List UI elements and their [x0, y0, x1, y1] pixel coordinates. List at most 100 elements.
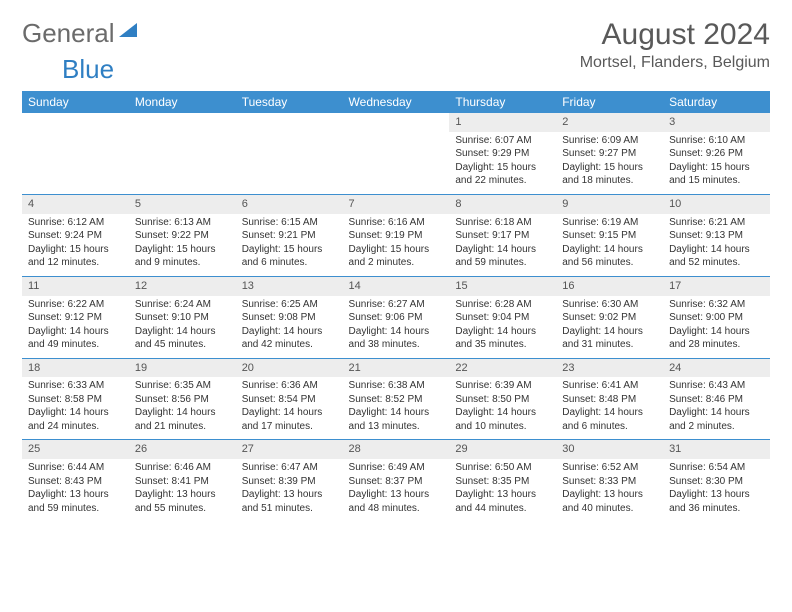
- day-header: Thursday: [449, 91, 556, 113]
- day-details: Sunrise: 6:25 AMSunset: 9:08 PMDaylight:…: [236, 296, 343, 358]
- day-number: 25: [22, 440, 129, 459]
- calendar-day-cell: 4Sunrise: 6:12 AMSunset: 9:24 PMDaylight…: [22, 194, 129, 276]
- day-number: 18: [22, 359, 129, 378]
- calendar-table: Sunday Monday Tuesday Wednesday Thursday…: [22, 91, 770, 521]
- day-number: 2: [556, 113, 663, 132]
- day-number: 24: [663, 359, 770, 378]
- day-number: 5: [129, 195, 236, 214]
- calendar-day-cell: 19Sunrise: 6:35 AMSunset: 8:56 PMDayligh…: [129, 358, 236, 440]
- day-number: 11: [22, 277, 129, 296]
- day-number: 20: [236, 359, 343, 378]
- day-number: 19: [129, 359, 236, 378]
- day-details: Sunrise: 6:41 AMSunset: 8:48 PMDaylight:…: [556, 377, 663, 439]
- day-details: Sunrise: 6:09 AMSunset: 9:27 PMDaylight:…: [556, 132, 663, 194]
- day-header: Tuesday: [236, 91, 343, 113]
- day-details: Sunrise: 6:10 AMSunset: 9:26 PMDaylight:…: [663, 132, 770, 194]
- calendar-day-cell: 23Sunrise: 6:41 AMSunset: 8:48 PMDayligh…: [556, 358, 663, 440]
- month-title: August 2024: [580, 18, 770, 52]
- calendar-day-cell: ..: [129, 113, 236, 194]
- calendar-day-cell: 13Sunrise: 6:25 AMSunset: 9:08 PMDayligh…: [236, 276, 343, 358]
- day-details: Sunrise: 6:35 AMSunset: 8:56 PMDaylight:…: [129, 377, 236, 439]
- calendar-day-cell: 31Sunrise: 6:54 AMSunset: 8:30 PMDayligh…: [663, 440, 770, 521]
- day-details: Sunrise: 6:30 AMSunset: 9:02 PMDaylight:…: [556, 296, 663, 358]
- calendar-day-cell: 26Sunrise: 6:46 AMSunset: 8:41 PMDayligh…: [129, 440, 236, 521]
- calendar-day-cell: 15Sunrise: 6:28 AMSunset: 9:04 PMDayligh…: [449, 276, 556, 358]
- logo: General: [22, 18, 139, 49]
- day-number: 8: [449, 195, 556, 214]
- calendar-day-cell: ..: [343, 113, 450, 194]
- day-details: Sunrise: 6:54 AMSunset: 8:30 PMDaylight:…: [663, 459, 770, 521]
- calendar-day-cell: 20Sunrise: 6:36 AMSunset: 8:54 PMDayligh…: [236, 358, 343, 440]
- calendar-day-cell: 18Sunrise: 6:33 AMSunset: 8:58 PMDayligh…: [22, 358, 129, 440]
- calendar-day-cell: 7Sunrise: 6:16 AMSunset: 9:19 PMDaylight…: [343, 194, 450, 276]
- calendar-day-cell: ..: [22, 113, 129, 194]
- day-details: Sunrise: 6:39 AMSunset: 8:50 PMDaylight:…: [449, 377, 556, 439]
- day-number: 4: [22, 195, 129, 214]
- calendar-day-cell: 3Sunrise: 6:10 AMSunset: 9:26 PMDaylight…: [663, 113, 770, 194]
- day-number: 26: [129, 440, 236, 459]
- location: Mortsel, Flanders, Belgium: [580, 54, 770, 72]
- calendar-day-cell: 30Sunrise: 6:52 AMSunset: 8:33 PMDayligh…: [556, 440, 663, 521]
- calendar-day-cell: 14Sunrise: 6:27 AMSunset: 9:06 PMDayligh…: [343, 276, 450, 358]
- calendar-day-cell: 6Sunrise: 6:15 AMSunset: 9:21 PMDaylight…: [236, 194, 343, 276]
- logo-triangle-icon: [119, 23, 137, 37]
- day-details: Sunrise: 6:13 AMSunset: 9:22 PMDaylight:…: [129, 214, 236, 276]
- day-header: Saturday: [663, 91, 770, 113]
- day-number: 15: [449, 277, 556, 296]
- calendar-day-cell: 8Sunrise: 6:18 AMSunset: 9:17 PMDaylight…: [449, 194, 556, 276]
- day-details: Sunrise: 6:33 AMSunset: 8:58 PMDaylight:…: [22, 377, 129, 439]
- logo-text-part1: General: [22, 18, 115, 49]
- day-details: Sunrise: 6:50 AMSunset: 8:35 PMDaylight:…: [449, 459, 556, 521]
- day-details: Sunrise: 6:21 AMSunset: 9:13 PMDaylight:…: [663, 214, 770, 276]
- title-block: August 2024 Mortsel, Flanders, Belgium: [580, 18, 770, 72]
- day-number: 27: [236, 440, 343, 459]
- calendar-week-row: ........1Sunrise: 6:07 AMSunset: 9:29 PM…: [22, 113, 770, 194]
- day-details: Sunrise: 6:28 AMSunset: 9:04 PMDaylight:…: [449, 296, 556, 358]
- day-number: 13: [236, 277, 343, 296]
- day-details: Sunrise: 6:38 AMSunset: 8:52 PMDaylight:…: [343, 377, 450, 439]
- day-details: Sunrise: 6:49 AMSunset: 8:37 PMDaylight:…: [343, 459, 450, 521]
- calendar-week-row: 25Sunrise: 6:44 AMSunset: 8:43 PMDayligh…: [22, 440, 770, 521]
- day-number: 1: [449, 113, 556, 132]
- calendar-week-row: 4Sunrise: 6:12 AMSunset: 9:24 PMDaylight…: [22, 194, 770, 276]
- calendar-day-cell: 11Sunrise: 6:22 AMSunset: 9:12 PMDayligh…: [22, 276, 129, 358]
- day-number: 9: [556, 195, 663, 214]
- day-number: 14: [343, 277, 450, 296]
- calendar-day-cell: 12Sunrise: 6:24 AMSunset: 9:10 PMDayligh…: [129, 276, 236, 358]
- day-details: Sunrise: 6:22 AMSunset: 9:12 PMDaylight:…: [22, 296, 129, 358]
- day-details: Sunrise: 6:32 AMSunset: 9:00 PMDaylight:…: [663, 296, 770, 358]
- calendar-day-cell: 10Sunrise: 6:21 AMSunset: 9:13 PMDayligh…: [663, 194, 770, 276]
- calendar-day-cell: 25Sunrise: 6:44 AMSunset: 8:43 PMDayligh…: [22, 440, 129, 521]
- day-number: 16: [556, 277, 663, 296]
- day-details: Sunrise: 6:07 AMSunset: 9:29 PMDaylight:…: [449, 132, 556, 194]
- calendar-day-cell: 17Sunrise: 6:32 AMSunset: 9:00 PMDayligh…: [663, 276, 770, 358]
- calendar-week-row: 18Sunrise: 6:33 AMSunset: 8:58 PMDayligh…: [22, 358, 770, 440]
- day-number: 10: [663, 195, 770, 214]
- calendar-day-cell: 5Sunrise: 6:13 AMSunset: 9:22 PMDaylight…: [129, 194, 236, 276]
- day-header: Monday: [129, 91, 236, 113]
- calendar-day-cell: 28Sunrise: 6:49 AMSunset: 8:37 PMDayligh…: [343, 440, 450, 521]
- day-details: Sunrise: 6:46 AMSunset: 8:41 PMDaylight:…: [129, 459, 236, 521]
- calendar-day-cell: 22Sunrise: 6:39 AMSunset: 8:50 PMDayligh…: [449, 358, 556, 440]
- day-details: Sunrise: 6:12 AMSunset: 9:24 PMDaylight:…: [22, 214, 129, 276]
- day-number: 21: [343, 359, 450, 378]
- calendar-week-row: 11Sunrise: 6:22 AMSunset: 9:12 PMDayligh…: [22, 276, 770, 358]
- calendar-day-cell: 1Sunrise: 6:07 AMSunset: 9:29 PMDaylight…: [449, 113, 556, 194]
- day-details: Sunrise: 6:52 AMSunset: 8:33 PMDaylight:…: [556, 459, 663, 521]
- day-number: 7: [343, 195, 450, 214]
- day-header: Sunday: [22, 91, 129, 113]
- day-number: 30: [556, 440, 663, 459]
- calendar-day-cell: 21Sunrise: 6:38 AMSunset: 8:52 PMDayligh…: [343, 358, 450, 440]
- day-header: Friday: [556, 91, 663, 113]
- calendar-day-cell: 16Sunrise: 6:30 AMSunset: 9:02 PMDayligh…: [556, 276, 663, 358]
- calendar-day-cell: 9Sunrise: 6:19 AMSunset: 9:15 PMDaylight…: [556, 194, 663, 276]
- day-details: Sunrise: 6:43 AMSunset: 8:46 PMDaylight:…: [663, 377, 770, 439]
- day-details: Sunrise: 6:27 AMSunset: 9:06 PMDaylight:…: [343, 296, 450, 358]
- day-details: Sunrise: 6:16 AMSunset: 9:19 PMDaylight:…: [343, 214, 450, 276]
- day-header: Wednesday: [343, 91, 450, 113]
- day-number: 12: [129, 277, 236, 296]
- day-header-row: Sunday Monday Tuesday Wednesday Thursday…: [22, 91, 770, 113]
- day-details: Sunrise: 6:36 AMSunset: 8:54 PMDaylight:…: [236, 377, 343, 439]
- day-details: Sunrise: 6:18 AMSunset: 9:17 PMDaylight:…: [449, 214, 556, 276]
- day-number: 3: [663, 113, 770, 132]
